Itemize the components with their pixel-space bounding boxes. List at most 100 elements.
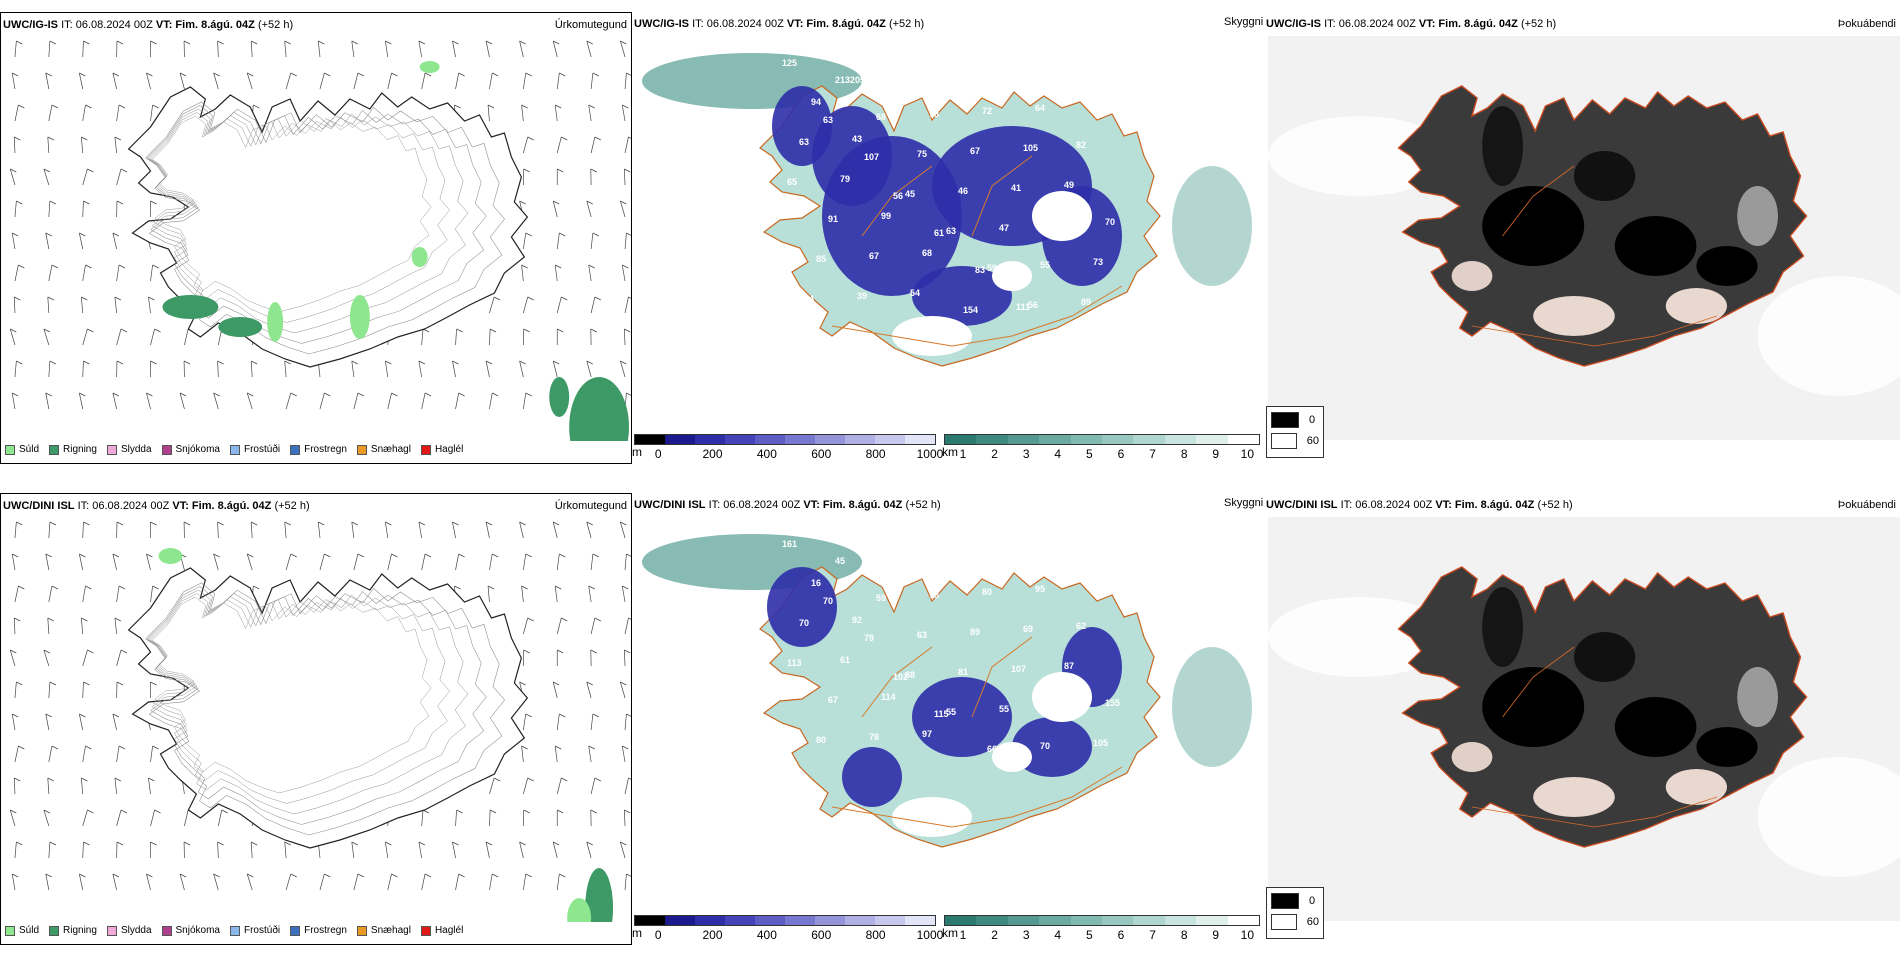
cloud-base-value: 70 xyxy=(1040,741,1050,751)
legend-label: Súld xyxy=(19,444,39,455)
cloud-base-value: 111 xyxy=(1016,302,1030,312)
fog-legend-swatch xyxy=(1271,893,1299,909)
wind-barb xyxy=(489,874,492,890)
legend-label: Frostregn xyxy=(304,925,347,936)
wind-barb xyxy=(48,297,49,313)
legend-swatch xyxy=(230,926,240,936)
wind-barb xyxy=(180,73,184,89)
legend-swatch xyxy=(107,445,117,455)
wind-barb xyxy=(15,522,16,538)
wind-barb xyxy=(520,522,524,538)
wind-barb xyxy=(557,233,559,249)
colorbar-tick: 7 xyxy=(1149,447,1156,461)
precip-map[interactable] xyxy=(1,518,631,922)
wind-barb xyxy=(419,41,422,57)
wind-barb xyxy=(81,778,82,794)
wind-barb xyxy=(113,233,117,249)
wind-barb xyxy=(151,329,155,345)
colorbar-tick: 10 xyxy=(1241,928,1254,942)
wind-barb xyxy=(620,682,625,698)
legend-label: Snjókoma xyxy=(176,444,220,455)
wind-barb xyxy=(49,682,50,698)
cloud-base-value: 56 xyxy=(994,547,1004,557)
wind-barb xyxy=(452,41,455,57)
wind-barb xyxy=(625,137,628,153)
wind-barb xyxy=(385,522,387,538)
cloud-base-value: 55 xyxy=(999,704,1009,714)
legend-label: Haglél xyxy=(435,444,463,455)
wind-barb xyxy=(151,105,153,121)
precip-map[interactable] xyxy=(1,37,631,441)
cloud-base-value: 10 xyxy=(1100,60,1110,70)
cloud-base-value: 85 xyxy=(816,254,826,264)
wind-barb xyxy=(251,41,252,57)
wind-barb xyxy=(625,618,628,634)
colorbar-tick: 6 xyxy=(1118,928,1125,942)
legend-swatch xyxy=(290,445,300,455)
colorbar-tick: 800 xyxy=(866,928,886,942)
wind-barb xyxy=(218,842,219,858)
wind-barb xyxy=(15,265,18,281)
wind-barb xyxy=(620,41,625,57)
wind-barb xyxy=(520,361,524,377)
wind-barb xyxy=(79,393,82,409)
legend-item: Rigning xyxy=(49,444,97,455)
wind-barb xyxy=(117,265,119,281)
wind-barb xyxy=(184,810,188,826)
cloud-base-panel: UWC/DINI ISL IT: 06.08.2024 00Z VT: Fim.… xyxy=(632,493,1264,945)
wind-barb xyxy=(557,73,559,89)
cloud-base-value: 83 xyxy=(1047,63,1057,73)
colorbar-tick: 8 xyxy=(1181,928,1188,942)
legend-label: Slydda xyxy=(121,925,152,936)
wind-barb xyxy=(456,874,459,890)
cloud-base-value: 79 xyxy=(864,633,874,643)
wind-barb xyxy=(620,522,625,538)
wind-barb xyxy=(625,874,626,890)
wind-barb xyxy=(553,682,557,698)
colorbar-tick: 600 xyxy=(811,447,831,461)
wind-barb xyxy=(388,393,392,409)
wind-barb xyxy=(555,746,557,762)
wind-barb xyxy=(49,201,50,217)
legend-item: Snæhagl xyxy=(357,444,411,455)
wind-barb xyxy=(48,137,49,153)
cloud-base-value: 71 xyxy=(1069,337,1079,347)
wind-barb xyxy=(555,586,557,602)
wind-barb xyxy=(83,522,84,538)
wind-barb xyxy=(523,554,525,570)
wind-barb xyxy=(15,746,18,762)
skyggni-label: Skyggni xyxy=(1224,497,1263,509)
legend-item: Snjókoma xyxy=(162,925,220,936)
wind-barb xyxy=(422,329,423,345)
cloud-base-value: 78 xyxy=(929,109,939,119)
wind-barb xyxy=(422,810,423,826)
wind-barb xyxy=(83,746,86,762)
legend-item: Snjókoma xyxy=(162,444,220,455)
cloud-base-value: 66 xyxy=(987,744,997,754)
wind-barb xyxy=(456,73,459,89)
colorbar-tick: 7 xyxy=(1149,928,1156,942)
wind-barb xyxy=(486,842,489,858)
wind-barb xyxy=(49,265,52,281)
wind-barb xyxy=(587,842,591,858)
wind-barb xyxy=(489,297,494,313)
fog-index-map[interactable] xyxy=(1264,36,1900,440)
cloud-base-value: 59 xyxy=(876,593,886,603)
wind-barb xyxy=(456,329,457,345)
wind-barb xyxy=(180,393,184,409)
fog-legend-swatch xyxy=(1271,412,1299,428)
fog-legend-swatch xyxy=(1271,914,1297,930)
wind-barb xyxy=(12,233,15,249)
fog-index-map[interactable] xyxy=(1264,517,1900,921)
wind-barb xyxy=(488,586,489,602)
wind-barb xyxy=(553,41,557,57)
cloud-base-value: 49 xyxy=(1064,180,1074,190)
wind-barb xyxy=(591,554,593,570)
wind-barb xyxy=(320,73,324,89)
wind-barb xyxy=(620,842,625,858)
